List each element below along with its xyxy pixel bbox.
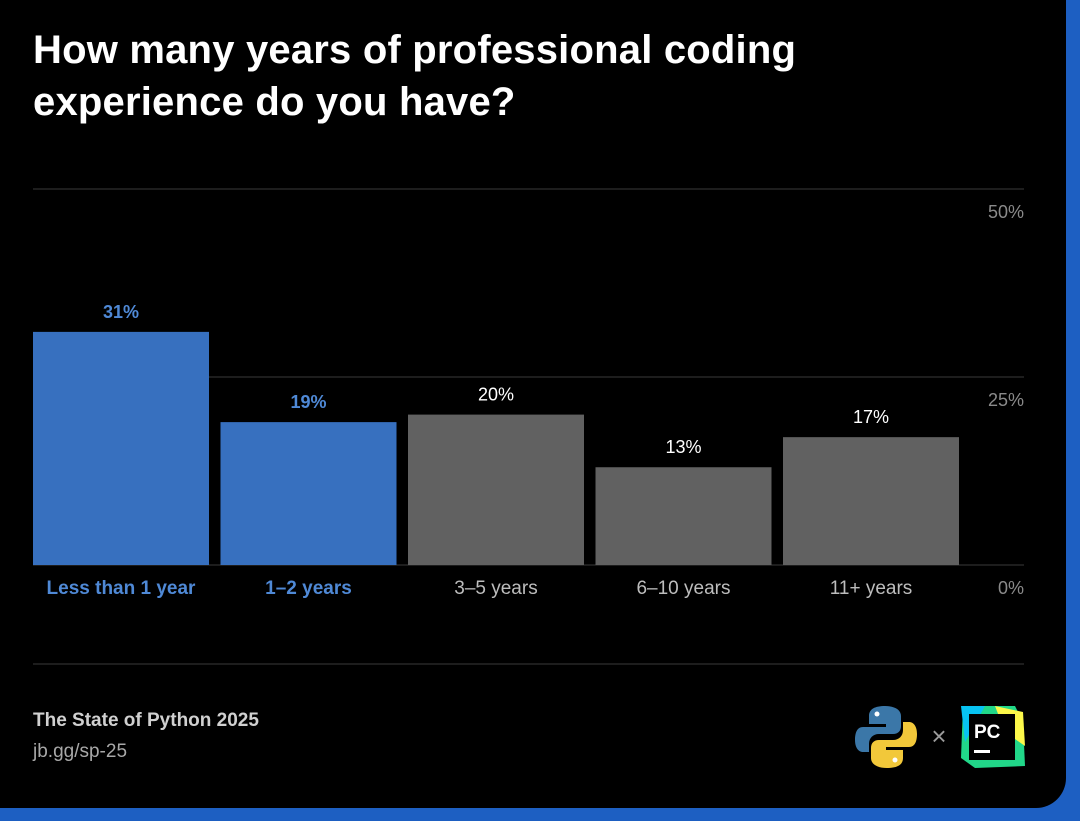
source-title: The State of Python 2025 — [33, 710, 259, 731]
bar-chart: 31% 19% 20% 13% 17% Less than 1 year 1–2 year… — [33, 188, 1024, 665]
y-tick-labels: 0% 25% 50% — [988, 202, 1024, 598]
data-label: 19% — [290, 392, 326, 412]
x-tick-label: 1–2 years — [265, 578, 352, 599]
chart-title: How many years of professional coding ex… — [33, 28, 797, 124]
bar — [220, 422, 397, 565]
x-tick-label: 11+ years — [830, 578, 913, 599]
data-label: 20% — [478, 385, 514, 405]
source-link[interactable]: jb.gg/sp-25 — [33, 741, 128, 762]
pycharm-logo-icon: PC — [961, 706, 1025, 768]
data-label: 13% — [665, 437, 701, 457]
data-labels: 31% 19% 20% 13% 17% — [103, 302, 889, 457]
bar — [595, 467, 772, 565]
x-tick-label: Less than 1 year — [47, 578, 197, 599]
data-label: 31% — [103, 302, 139, 322]
x-tick-label: 6–10 years — [636, 578, 730, 599]
y-tick-label: 50% — [988, 202, 1024, 222]
bar — [783, 437, 959, 565]
pycharm-letters: PC — [974, 722, 1001, 743]
bar — [408, 414, 584, 565]
data-label: 17% — [853, 407, 889, 427]
y-tick-label: 25% — [988, 390, 1024, 410]
x-tick-label: 3–5 years — [454, 578, 537, 599]
chart-card: How many years of professional coding ex… — [0, 0, 1066, 808]
y-tick-label: 0% — [998, 578, 1024, 598]
cross-symbol: × — [931, 721, 946, 751]
bar — [33, 331, 209, 565]
logos: × PC — [855, 706, 1025, 768]
x-tick-labels: Less than 1 year 1–2 years 3–5 years 6–10 y… — [47, 578, 913, 599]
python-logo-icon — [855, 706, 917, 768]
bars — [33, 331, 959, 565]
